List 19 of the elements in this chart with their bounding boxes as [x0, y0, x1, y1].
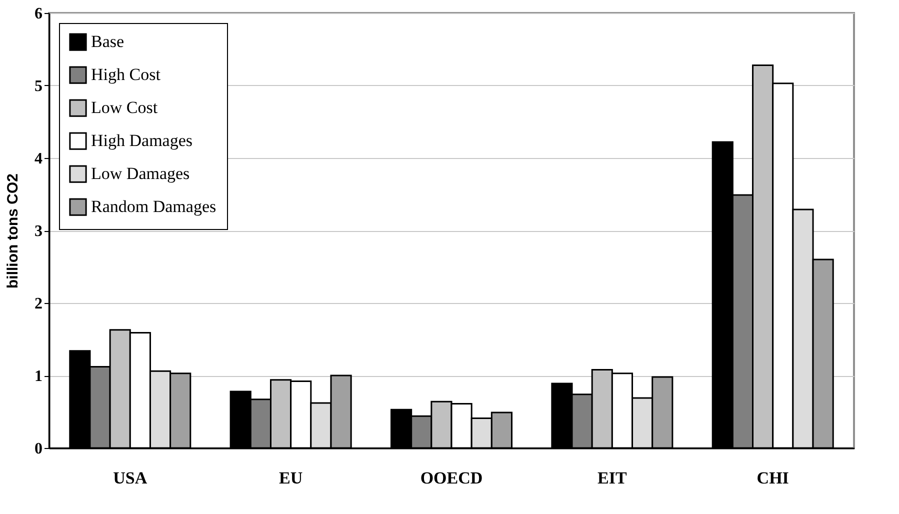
x-tick-label: CHI — [756, 468, 790, 488]
y-tick-label: 2 — [34, 296, 42, 312]
y-tick-label: 4 — [34, 150, 42, 168]
x-tick-label: OOECD — [420, 468, 483, 488]
legend-label: Random Damages — [91, 197, 216, 216]
y-tick-label: 1 — [34, 368, 42, 385]
legend-label: Low Damages — [91, 164, 190, 183]
y-tick-label: 5 — [34, 78, 42, 95]
legend-label: Base — [91, 32, 124, 51]
y-tick-label: 6 — [34, 6, 42, 22]
x-tick-label: EU — [279, 468, 303, 488]
y-tick-label: 0 — [34, 440, 42, 458]
y-axis-title: billion tons CO2 — [4, 174, 22, 288]
x-tick-label: EIT — [598, 468, 628, 488]
legend-label: Low Cost — [91, 98, 158, 117]
y-tick-label: 3 — [34, 223, 42, 240]
legend-label: High Damages — [91, 131, 193, 150]
x-tick-label: USA — [113, 468, 148, 488]
legend-label: High Cost — [91, 65, 161, 84]
